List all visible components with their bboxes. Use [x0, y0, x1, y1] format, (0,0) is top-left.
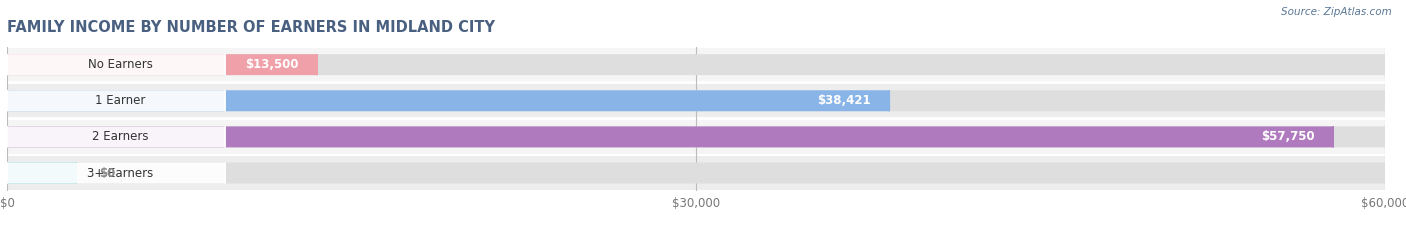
FancyBboxPatch shape	[7, 54, 1385, 75]
Text: FAMILY INCOME BY NUMBER OF EARNERS IN MIDLAND CITY: FAMILY INCOME BY NUMBER OF EARNERS IN MI…	[7, 20, 495, 35]
Text: $57,750: $57,750	[1261, 130, 1315, 143]
FancyBboxPatch shape	[7, 54, 316, 75]
Text: 3+ Earners: 3+ Earners	[87, 167, 153, 179]
FancyBboxPatch shape	[7, 84, 1385, 117]
FancyBboxPatch shape	[7, 120, 1385, 154]
Text: 2 Earners: 2 Earners	[93, 130, 149, 143]
FancyBboxPatch shape	[7, 156, 1385, 190]
FancyBboxPatch shape	[7, 127, 1385, 147]
FancyBboxPatch shape	[7, 127, 225, 147]
FancyBboxPatch shape	[7, 163, 1385, 183]
FancyBboxPatch shape	[7, 163, 76, 183]
Text: $38,421: $38,421	[817, 94, 870, 107]
Text: Source: ZipAtlas.com: Source: ZipAtlas.com	[1281, 7, 1392, 17]
Text: $13,500: $13,500	[245, 58, 298, 71]
FancyBboxPatch shape	[7, 127, 1333, 147]
Text: $0: $0	[98, 167, 115, 179]
Text: 1 Earner: 1 Earner	[96, 94, 146, 107]
Text: No Earners: No Earners	[89, 58, 153, 71]
FancyBboxPatch shape	[7, 90, 890, 111]
FancyBboxPatch shape	[7, 54, 225, 75]
FancyBboxPatch shape	[7, 90, 1385, 111]
FancyBboxPatch shape	[7, 48, 1385, 81]
FancyBboxPatch shape	[7, 163, 225, 183]
FancyBboxPatch shape	[7, 90, 225, 111]
